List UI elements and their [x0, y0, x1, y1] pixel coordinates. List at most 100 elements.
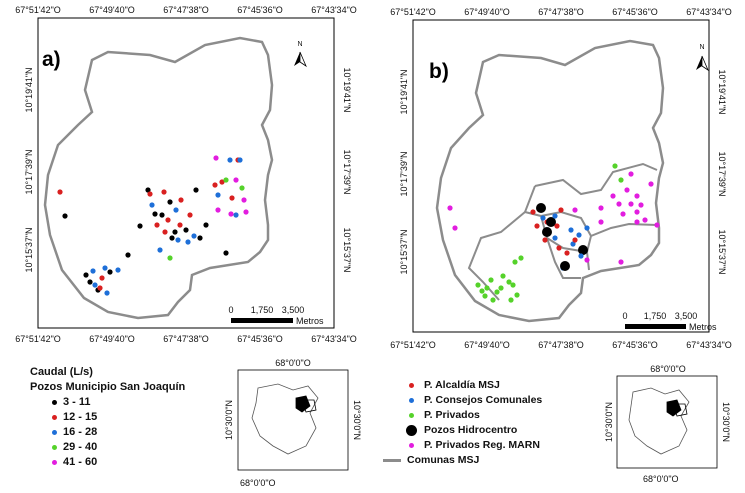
well-marker	[213, 155, 219, 161]
well-marker	[233, 177, 239, 183]
well-marker	[510, 282, 516, 288]
well-marker	[175, 237, 181, 243]
well-marker	[624, 187, 630, 193]
right-tick: 10°17'39"N	[717, 151, 727, 196]
scale-unit: Metros	[689, 322, 717, 332]
well-marker	[482, 293, 488, 299]
well-marker	[99, 275, 105, 281]
well-marker	[212, 182, 218, 188]
well-marker	[654, 222, 660, 228]
panel-b: 67°51'42"O 67°49'40"O 67°47'38"O 67°45'3…	[375, 0, 745, 493]
well-marker	[648, 181, 654, 187]
bottom-tick: 67°47'38"O	[163, 334, 209, 344]
wells-layer-b	[447, 163, 660, 303]
well-marker	[488, 277, 494, 283]
well-marker	[506, 279, 512, 285]
scale-bar: 0 1,750 3,500 Metros	[622, 311, 717, 332]
well-marker	[193, 187, 199, 193]
well-marker	[598, 205, 604, 211]
panel-label-a: a)	[42, 48, 61, 71]
scale-mid: 1,750	[644, 311, 667, 321]
well-marker	[243, 209, 249, 215]
top-tick: 67°47'38"O	[163, 5, 209, 15]
well-marker	[490, 297, 496, 303]
north-label: N	[297, 41, 302, 48]
well-marker	[572, 237, 578, 243]
scale-end: 3,500	[282, 305, 305, 315]
top-tick: 67°45'36"O	[237, 5, 283, 15]
well-marker	[616, 201, 622, 207]
well-marker	[512, 259, 518, 265]
well-marker	[518, 255, 524, 261]
well-marker	[542, 237, 548, 243]
well-marker	[620, 211, 626, 217]
legend-dot-red	[52, 415, 57, 420]
well-marker	[203, 222, 209, 228]
well-marker	[560, 261, 570, 271]
well-marker	[137, 223, 143, 229]
well-marker	[484, 285, 490, 291]
well-marker	[57, 189, 63, 195]
well-marker	[447, 205, 453, 211]
map-a: 67°51'42"O 67°49'40"O 67°47'38"O 67°45'3…	[15, 5, 357, 344]
inset-bottom-tick: 68°0'0"O	[643, 474, 679, 484]
legend-dot-blue	[409, 398, 414, 403]
legend-item: 16 - 28	[52, 425, 185, 440]
well-marker	[169, 235, 175, 241]
legend-title: Caudal (L/s)	[30, 366, 93, 378]
inset-bottom-tick: 68°0'0"O	[240, 478, 276, 488]
bottom-tick: 67°51'42"O	[15, 334, 61, 344]
well-marker	[92, 282, 98, 288]
well-marker	[628, 171, 634, 177]
well-marker	[584, 225, 590, 231]
left-tick: 10°15'37"N	[24, 227, 34, 272]
north-arrow-icon: N	[696, 44, 709, 72]
well-marker	[578, 245, 588, 255]
well-marker	[558, 207, 564, 213]
well-marker	[215, 192, 221, 198]
map-frame	[412, 19, 710, 333]
well-marker	[576, 232, 582, 238]
well-marker	[564, 250, 570, 256]
well-marker	[165, 217, 171, 223]
well-marker	[223, 177, 229, 183]
well-marker	[115, 267, 121, 273]
well-marker	[162, 229, 168, 235]
bottom-tick: 67°49'40"O	[464, 340, 510, 350]
well-marker	[578, 253, 584, 259]
well-marker	[149, 202, 155, 208]
map-frame	[37, 17, 335, 329]
top-tick: 67°51'42"O	[390, 7, 436, 17]
well-marker	[187, 212, 193, 218]
legend-item: P. Consejos Comunales	[405, 393, 542, 408]
municipality-outline	[43, 36, 274, 320]
legend-item: Comunas MSJ	[383, 453, 542, 468]
legend-dot-black	[52, 400, 57, 405]
right-tick: 10°17'39"N	[342, 149, 352, 194]
legend-item: P. Privados Reg. MARN	[405, 438, 542, 453]
well-marker	[223, 250, 229, 256]
legend-item: Pozos Hidrocentro	[405, 423, 542, 438]
inset-right-tick: 10°30'0"N	[721, 402, 731, 442]
well-marker	[167, 199, 173, 205]
left-tick: 10°15'37"N	[399, 229, 409, 274]
well-marker	[536, 203, 546, 213]
well-marker	[239, 185, 245, 191]
legend-item: 3 - 11	[52, 395, 185, 410]
map-b: 67°51'42"O 67°49'40"O 67°47'38"O 67°45'3…	[390, 7, 732, 350]
well-marker	[572, 207, 578, 213]
well-marker	[191, 233, 197, 239]
right-tick: 10°19'41"N	[717, 69, 727, 114]
left-tick: 10°17'39"N	[399, 151, 409, 196]
panel-a: 67°51'42"O 67°49'40"O 67°47'38"O 67°45'3…	[0, 0, 370, 493]
well-marker	[215, 207, 221, 213]
inset-map-a: 68°0'0"O 10°30'0"N 10°30'0"N	[224, 358, 362, 471]
top-tick: 67°43'34"O	[686, 7, 732, 17]
left-tick: 10°19'41"N	[24, 67, 34, 112]
well-marker	[638, 202, 644, 208]
well-marker	[161, 189, 167, 195]
well-marker	[479, 288, 485, 294]
well-marker	[154, 222, 160, 228]
well-marker	[167, 255, 173, 261]
well-marker	[634, 219, 640, 225]
